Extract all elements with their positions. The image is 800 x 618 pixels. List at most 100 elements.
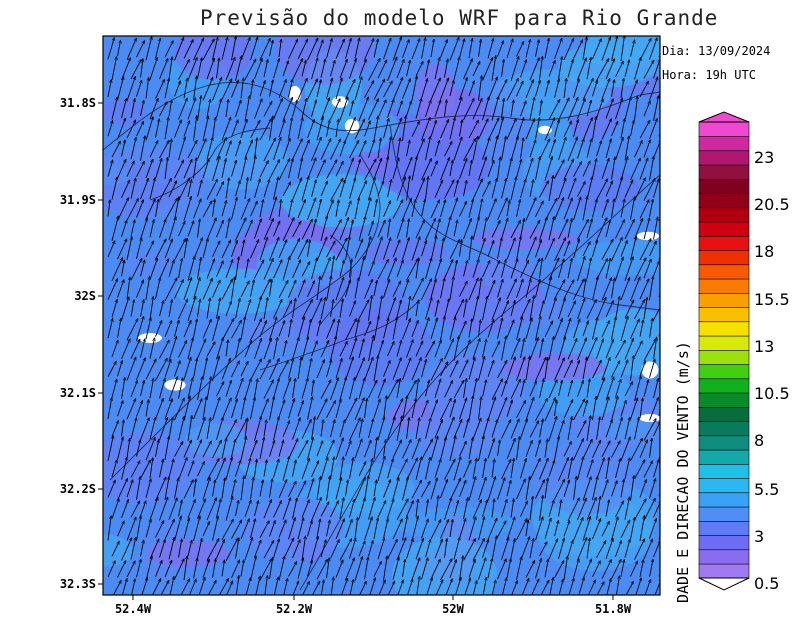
wind-arrow	[164, 239, 173, 259]
wind-arrow	[663, 259, 671, 279]
colorbar-segment	[698, 406, 750, 422]
wind-arrow	[529, 259, 540, 280]
wind-arrow	[307, 119, 315, 139]
wind-arrow	[288, 280, 296, 298]
wind-arrow	[311, 58, 318, 80]
wind-speed-patch	[244, 497, 344, 562]
wind-arrow	[663, 338, 667, 359]
wind-arrow	[663, 299, 671, 320]
wind-arrow	[440, 200, 446, 218]
wind-arrow	[183, 196, 191, 221]
wind-arrow	[145, 199, 155, 220]
wind-arrow	[387, 179, 392, 198]
wind-arrow	[111, 141, 121, 158]
wind-arrow	[501, 259, 507, 278]
wind-arrow	[468, 278, 478, 300]
wind-arrow	[506, 39, 513, 59]
wind-arrow	[663, 578, 666, 598]
wind-arrow	[440, 278, 445, 299]
wind-arrow	[663, 100, 666, 116]
wind-arrow	[491, 136, 498, 162]
wind-arrow	[117, 198, 129, 222]
wind-arrow	[254, 59, 263, 80]
wind-arrow	[425, 177, 429, 200]
wind-arrow	[501, 59, 504, 77]
wind-arrow	[529, 58, 539, 81]
wind-arrow	[573, 279, 585, 300]
wind-arrow	[282, 61, 289, 77]
wind-arrow	[539, 56, 543, 81]
wind-arrow	[263, 101, 272, 117]
wind-arrow	[425, 136, 431, 161]
wind-arrow	[259, 81, 265, 97]
wind-arrow	[406, 259, 419, 281]
wind-arrow	[168, 217, 176, 241]
wind-arrow	[411, 39, 420, 60]
wind-arrow	[250, 156, 256, 181]
colorbar-segment	[698, 563, 750, 579]
wind-arrow	[107, 160, 113, 177]
wind-arrow	[231, 36, 237, 61]
wind-arrow	[620, 36, 625, 62]
colorbar-segment	[698, 278, 750, 294]
wind-arrow	[643, 178, 655, 201]
wind-arrow	[663, 417, 666, 439]
wind-arrow	[411, 156, 417, 181]
wind-arrow	[478, 76, 482, 101]
colorbar-segment	[698, 492, 750, 508]
wind-arrow	[316, 199, 321, 218]
wind-arrow	[586, 100, 591, 117]
wind-arrow	[468, 120, 478, 139]
wind-arrow	[212, 241, 220, 257]
wind-arrow	[392, 77, 403, 101]
wind-arrow	[611, 36, 618, 61]
wind-arrow	[615, 220, 625, 239]
wind-arrow	[396, 138, 400, 159]
wind-arrow	[206, 58, 214, 80]
wind-arrow	[506, 158, 512, 179]
wind-arrow	[506, 279, 516, 300]
wind-arrow	[601, 37, 610, 61]
wind-arrow	[639, 200, 649, 219]
colorbar-segment	[698, 335, 750, 351]
wind-arrow	[254, 179, 261, 199]
wind-arrow	[278, 158, 290, 181]
wind-arrow	[155, 38, 161, 59]
wind-arrow	[643, 60, 654, 79]
wind-arrow	[440, 40, 448, 58]
colorbar-segment	[698, 135, 750, 152]
wind-arrow	[425, 100, 431, 117]
wind-arrow	[259, 161, 268, 178]
wind-arrow	[430, 39, 434, 58]
colorbar-segment	[698, 178, 750, 194]
wind-speed-patch	[285, 269, 409, 348]
wind-arrow	[231, 277, 236, 300]
wind-arrow	[187, 221, 194, 237]
wind-arrow	[506, 200, 510, 217]
wind-arrow	[554, 38, 562, 60]
wind-arrow	[611, 157, 616, 180]
wind-arrow	[254, 260, 264, 279]
colorbar-segment	[698, 449, 750, 465]
wind-arrow	[159, 102, 168, 117]
wind-arrow	[501, 218, 508, 240]
calm-area	[636, 231, 660, 241]
wind-arrow	[525, 237, 536, 262]
wind-arrow	[259, 38, 270, 61]
wind-arrow	[126, 161, 134, 177]
wind-arrow	[383, 201, 391, 217]
wind-arrow	[311, 100, 317, 117]
wind-arrow	[396, 219, 404, 239]
wind-arrow	[197, 219, 200, 238]
wind-arrow	[263, 219, 274, 240]
wind-arrow	[178, 221, 186, 237]
wind-arrow	[497, 198, 508, 221]
wind-arrow	[316, 40, 323, 58]
wind-arrow	[663, 537, 672, 561]
wind-arrow	[193, 38, 204, 61]
wind-arrow	[269, 80, 274, 97]
wind-arrow	[335, 161, 343, 177]
wind-arrow	[392, 200, 403, 219]
wind-arrow	[643, 101, 650, 117]
colorbar-segment	[698, 207, 750, 223]
